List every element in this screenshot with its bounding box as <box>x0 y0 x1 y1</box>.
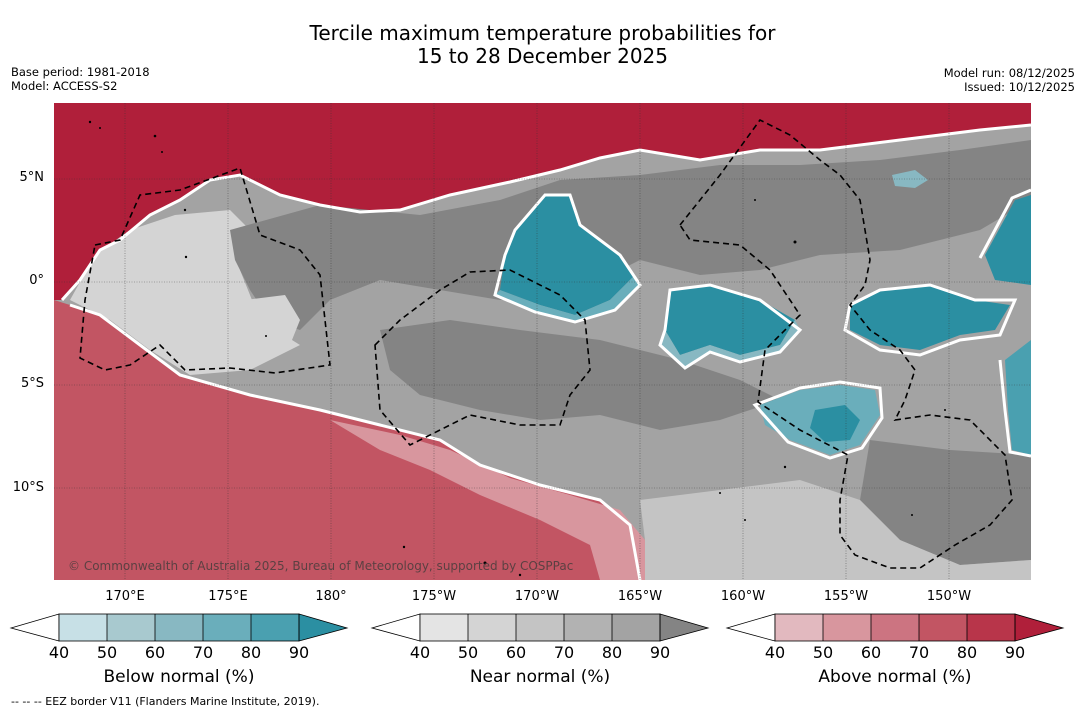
lon-label: 160°W <box>720 589 766 604</box>
eez-footnote: -- -- -- EEZ border V11 (Flanders Marine… <box>11 695 320 708</box>
lon-label: 150°W <box>926 589 972 604</box>
model-name: Model: ACCESS-S2 <box>11 79 118 93</box>
region-near-dark-east <box>860 440 1031 565</box>
title-line-1: Tercile maximum temperature probabilitie… <box>309 21 776 45</box>
tick-label: 40 <box>409 643 431 662</box>
lon-label: 175°W <box>411 589 457 604</box>
lon-label: 175°E <box>208 589 248 604</box>
cbar-above-arrow-right <box>1014 613 1065 642</box>
cbar-near-60 <box>516 614 564 641</box>
meta-right: Model run: 08/12/2025 Issued: 10/12/2025 <box>944 66 1075 94</box>
cbar-below-label: Below normal (%) <box>103 667 255 687</box>
tick-label: 90 <box>288 643 310 662</box>
lat-label: 0° <box>29 273 44 288</box>
region-above-south <box>54 300 640 580</box>
lon-label: 155°W <box>823 589 869 604</box>
tick-label: 70 <box>553 643 575 662</box>
cbar-below-70 <box>203 614 251 641</box>
lon-label: 180° <box>315 589 347 604</box>
cbar-near-70 <box>564 614 612 641</box>
lat-label: 10°S <box>12 480 44 495</box>
meta-left: Base period: 1981-2018 Model: ACCESS-S2 <box>11 65 150 93</box>
tick-label: 50 <box>812 643 834 662</box>
islands <box>88 120 946 577</box>
tick-label: 60 <box>144 643 166 662</box>
cbar-above-80 <box>967 614 1015 641</box>
cbar-below-60 <box>155 614 203 641</box>
cbar-above-50 <box>823 614 871 641</box>
cbar-below-80 <box>251 614 299 641</box>
title-line-2: 15 to 28 December 2025 <box>416 44 668 68</box>
copyright-notice: © Commonwealth of Australia 2025, Bureau… <box>68 559 574 573</box>
region-above-south-rim <box>330 420 645 580</box>
tick-label: 80 <box>240 643 262 662</box>
cbar-near-40 <box>420 614 468 641</box>
cbar-below-arrow-left <box>9 613 60 642</box>
region-near-light-patch <box>242 295 300 345</box>
cbar-above-70 <box>919 614 967 641</box>
tick-label: 50 <box>457 643 479 662</box>
cbar-near-arrow-left <box>370 613 421 642</box>
eez-borders <box>79 118 1013 569</box>
lon-label: 170°W <box>514 589 560 604</box>
region-below-south-core <box>810 405 860 442</box>
region-below-central-rim <box>660 320 800 368</box>
tick-label: 90 <box>1004 643 1026 662</box>
cbar-near-50 <box>468 614 516 641</box>
cbar-near-80 <box>612 614 660 641</box>
issued-date: Issued: 10/12/2025 <box>964 80 1075 94</box>
lon-label: 170°E <box>105 589 145 604</box>
cbar-above-label: Above normal (%) <box>818 667 972 687</box>
cbar-above-40 <box>775 614 823 641</box>
lat-label: 5°N <box>19 170 45 185</box>
cbar-near-arrow-right <box>659 613 710 642</box>
tick-label: 60 <box>505 643 527 662</box>
tick-label: 40 <box>48 643 70 662</box>
tick-label: 90 <box>649 643 671 662</box>
tick-label: 70 <box>908 643 930 662</box>
colorbar-above <box>725 613 1065 642</box>
tick-label: 70 <box>192 643 214 662</box>
region-below-north <box>500 195 635 315</box>
region-above-north <box>54 103 1031 300</box>
cbar-above-arrow-left <box>725 613 776 642</box>
tick-label: 40 <box>764 643 786 662</box>
colorbar-below <box>9 613 349 642</box>
cbar-below-arrow-right <box>298 613 349 642</box>
lon-label: 165°W <box>617 589 663 604</box>
base-period: Base period: 1981-2018 <box>11 65 150 79</box>
region-below-far-east-2 <box>1005 340 1031 455</box>
cbar-below-40 <box>59 614 107 641</box>
region-near-dark-south <box>380 320 780 430</box>
tick-label: 50 <box>96 643 118 662</box>
gridlines <box>54 103 1031 580</box>
region-near-light-south <box>640 480 1031 580</box>
colorbar-near <box>370 613 710 642</box>
contour-white <box>60 123 1031 580</box>
model-run: Model run: 08/12/2025 <box>943 66 1075 80</box>
region-below-far-east <box>985 195 1031 285</box>
region-below-east <box>850 285 1010 350</box>
tick-label: 80 <box>956 643 978 662</box>
cbar-near-label: Near normal (%) <box>469 667 611 687</box>
cbar-below-50 <box>107 614 155 641</box>
chart-title: Tercile maximum temperature probabilitie… <box>0 22 1085 68</box>
tick-label: 80 <box>601 643 623 662</box>
cbar-above-60 <box>871 614 919 641</box>
region-near-dark-central <box>230 140 1031 330</box>
lat-label: 5°S <box>20 376 44 391</box>
tick-label: 60 <box>860 643 882 662</box>
